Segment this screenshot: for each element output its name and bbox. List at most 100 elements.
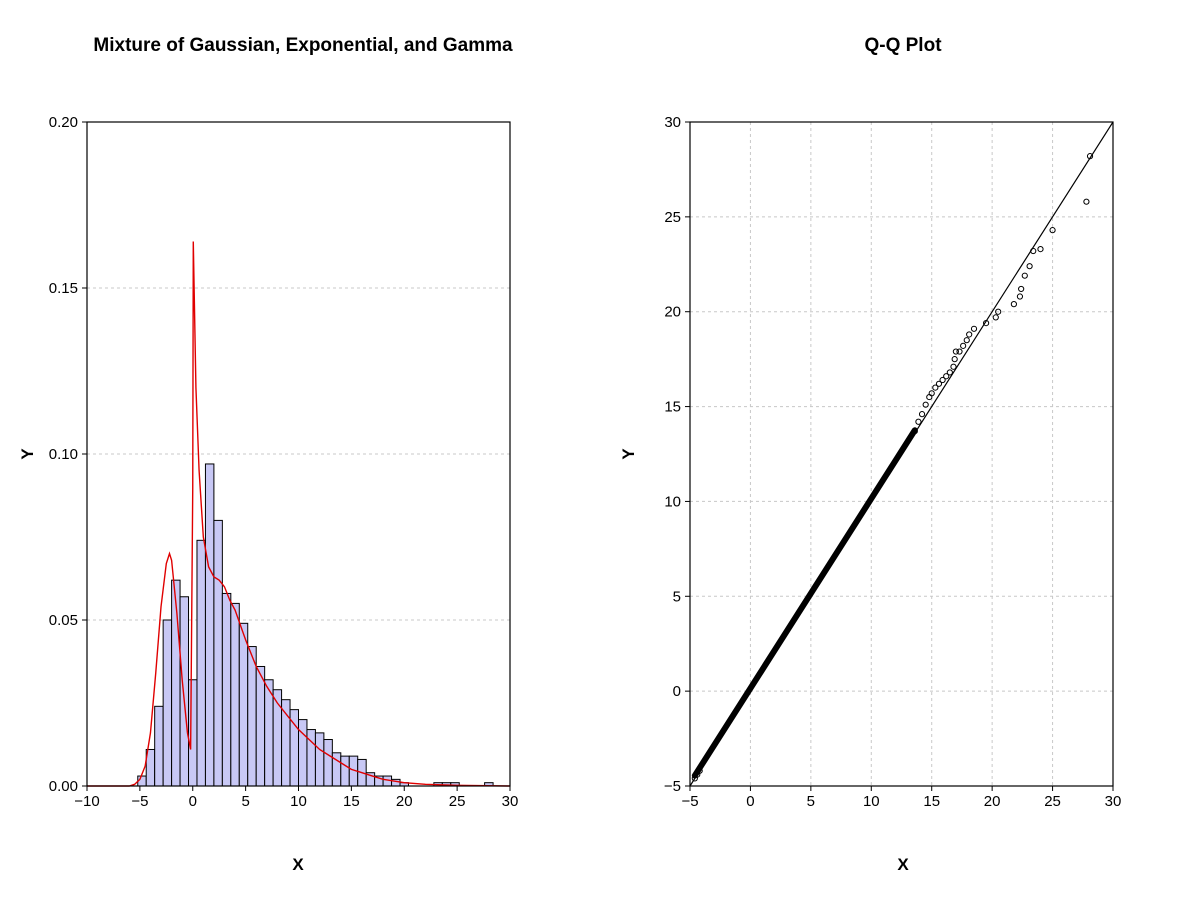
qq-y-tick-label: 0 [673,683,681,700]
qq-point [983,319,990,327]
qq-y-tick-label: 15 [664,399,681,416]
histogram-bar [298,719,308,787]
histogram-y-tick-label: 0.10 [49,446,78,463]
histogram-title: Mixture of Gaussian, Exponential, and Ga… [93,35,513,56]
qq-point [951,356,958,363]
qq-point [926,393,933,401]
qq-y-tick-label: 30 [664,114,681,131]
qq-x-tick-label: 10 [863,793,880,810]
qq-plot-chart: Q-Q Plot −5 0 5 10 15 20 25 30 −5 0 5 10 15 20 25 30 X… [619,35,1121,874]
histogram-x-tick-label: 20 [396,793,413,810]
qq-point [1026,263,1033,270]
histogram-x-axis-label: X [292,855,304,874]
histogram-y-ticks: 0.00 0.05 0.10 0.15 0.20 [49,114,87,795]
histogram-bar [221,592,232,787]
density-curve [87,241,511,787]
qq-point [1037,246,1044,253]
histogram-bar [154,705,164,787]
histogram-bar [247,646,257,787]
qq-x-tick-label: 15 [923,793,940,810]
histogram-bar [188,679,198,787]
histogram-bar [162,619,173,787]
histogram-bar [314,732,325,787]
qq-point [970,325,978,332]
histogram-bar [272,689,283,787]
qq-point [922,401,929,408]
qq-x-tick-label: 30 [1105,793,1122,810]
histogram-x-tick-label: 15 [343,793,360,810]
histogram-bar [179,596,190,787]
qq-point [935,380,943,387]
qq-point [928,390,935,397]
qq-point [966,331,973,338]
qq-point [696,767,703,774]
qq-plot-title: Q-Q Plot [864,35,942,56]
histogram-bar [264,679,274,787]
histogram-bar [340,755,350,787]
qq-point [1083,198,1090,205]
qq-point [946,369,953,376]
qq-y-ticks: −5 0 5 10 15 20 25 30 [664,114,690,795]
histogram-x-tick-label: 25 [449,793,466,810]
qq-point [992,314,999,321]
qq-point [1016,293,1024,300]
qq-y-tick-label: −5 [664,778,681,795]
qq-plot-frame [689,121,1114,787]
qq-point [952,348,959,355]
qq-x-tick-label: 0 [746,793,754,810]
histogram-bar [230,602,240,787]
histogram-y-tick-label: 0.00 [49,778,78,795]
qq-x-tick-label: 5 [807,793,815,810]
histogram-bar [323,739,333,787]
qq-point [1030,247,1037,255]
qq-point [963,337,970,344]
histogram-bar [171,579,181,787]
histogram-x-tick-label: 0 [189,793,197,810]
histogram-bar [196,539,206,787]
qq-point [932,384,939,391]
histogram-bar [204,463,215,787]
qq-dense-points-band [691,427,918,779]
qq-point [995,308,1002,315]
qq-point [911,428,918,435]
histogram-chart: Mixture of Gaussian, Exponential, and Ga… [18,35,518,874]
qq-y-tick-label: 20 [664,304,681,321]
qq-y-tick-label: 10 [664,493,681,510]
histogram-x-ticks: −10 −5 0 5 10 15 20 25 30 [74,786,518,810]
qq-points [691,153,1094,782]
qq-point [915,418,922,425]
histogram-y-axis-label: Y [18,448,37,460]
histogram-gridlines [87,287,510,621]
qq-x-tick-label: −5 [681,793,698,810]
histogram-y-tick-label: 0.20 [49,114,78,131]
qq-x-axis-label: X [897,855,909,874]
histogram-x-tick-label: 10 [290,793,307,810]
qq-point [1010,301,1017,308]
qq-x-tick-label: 25 [1044,793,1061,810]
qq-x-ticks: −5 0 5 10 15 20 25 30 [681,786,1121,810]
qq-y-tick-label: 25 [664,209,681,226]
qq-plot-gridlines [690,122,1113,786]
qq-point [1021,272,1028,279]
histogram-bar [238,622,249,787]
histogram-bar [255,665,266,787]
qq-point [960,342,967,349]
qq-y-axis-label: Y [619,448,638,460]
histogram-x-tick-label: −10 [74,793,99,810]
histogram-y-tick-label: 0.05 [49,612,78,629]
qq-x-tick-label: 20 [984,793,1001,810]
histogram-y-tick-label: 0.15 [49,280,78,297]
histogram-x-tick-label: 30 [502,793,519,810]
histogram-x-tick-label: −5 [131,793,148,810]
qq-point [956,348,963,355]
qq-point [1018,285,1025,293]
histogram-bar [213,519,223,787]
qq-point [918,411,926,418]
qq-point [950,363,957,370]
qq-point [939,376,946,384]
qq-point [1086,153,1094,160]
histogram-x-tick-label: 5 [241,793,249,810]
qq-y-tick-label: 5 [673,588,681,605]
